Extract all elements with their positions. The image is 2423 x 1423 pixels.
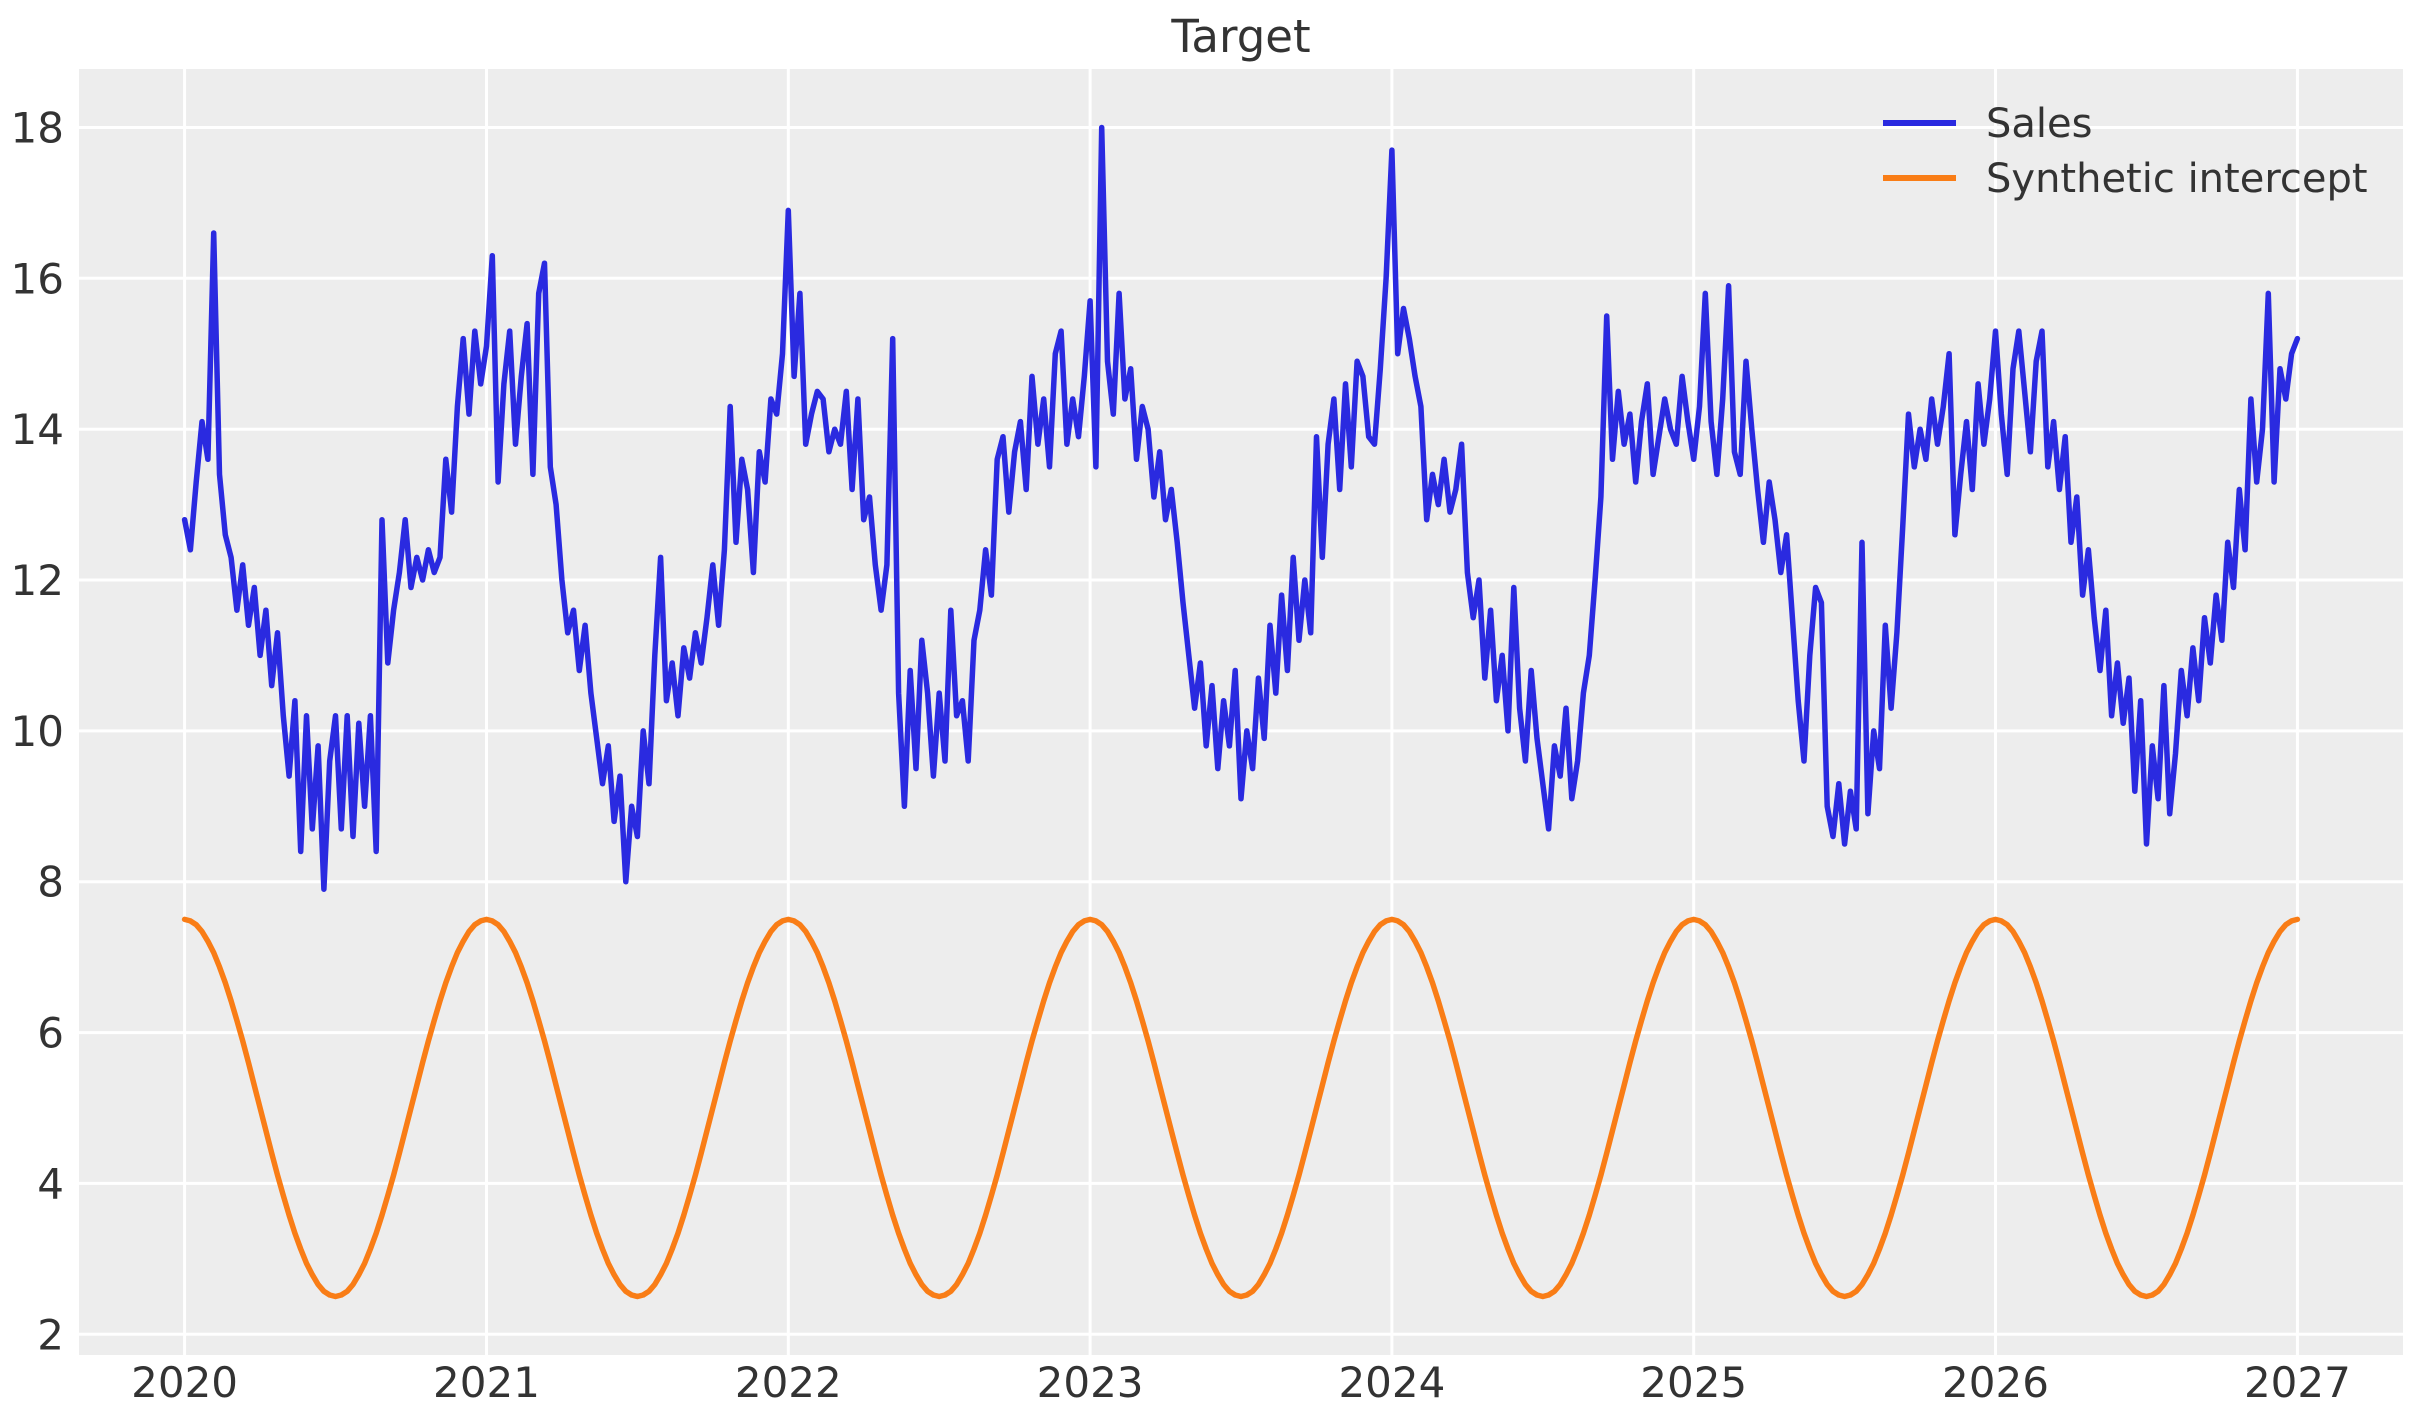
y-tick-label: 4 <box>37 1159 64 1208</box>
plot-area <box>79 69 2403 1355</box>
x-tick-label: 2026 <box>1942 1358 2049 1407</box>
y-tick-label: 16 <box>11 254 64 303</box>
x-tick-label: 2024 <box>1338 1358 1445 1407</box>
series-lines <box>181 124 2301 1300</box>
x-tick-label: 2023 <box>1037 1358 1144 1407</box>
x-tick-label: 2022 <box>735 1358 842 1407</box>
y-tick-label: 12 <box>11 556 64 605</box>
x-tick-label: 2027 <box>2244 1358 2351 1407</box>
x-tick-label: 2025 <box>1640 1358 1747 1407</box>
y-tick-label: 14 <box>11 405 64 454</box>
synthetic-intercept-line <box>181 916 2301 1300</box>
legend-label-synthetic-intercept: Synthetic intercept <box>1986 156 2368 202</box>
y-tick-label: 10 <box>11 707 64 756</box>
chart-title: Target <box>1170 10 1310 63</box>
y-tick-label: 2 <box>37 1310 64 1359</box>
legend: Sales Synthetic intercept <box>1883 101 2368 202</box>
y-tick-labels: 2 4 6 8 10 12 14 16 18 <box>11 104 64 1360</box>
sales-line <box>181 124 2301 892</box>
x-tick-label: 2020 <box>131 1358 238 1407</box>
y-tick-label: 8 <box>37 858 64 907</box>
legend-label-sales: Sales <box>1986 101 2092 147</box>
x-tick-labels: 2020 2021 2022 2023 2024 2025 2026 2027 <box>131 1358 2351 1407</box>
y-tick-label: 18 <box>11 104 64 153</box>
y-tick-label: 6 <box>37 1009 64 1058</box>
x-tick-label: 2021 <box>433 1358 540 1407</box>
